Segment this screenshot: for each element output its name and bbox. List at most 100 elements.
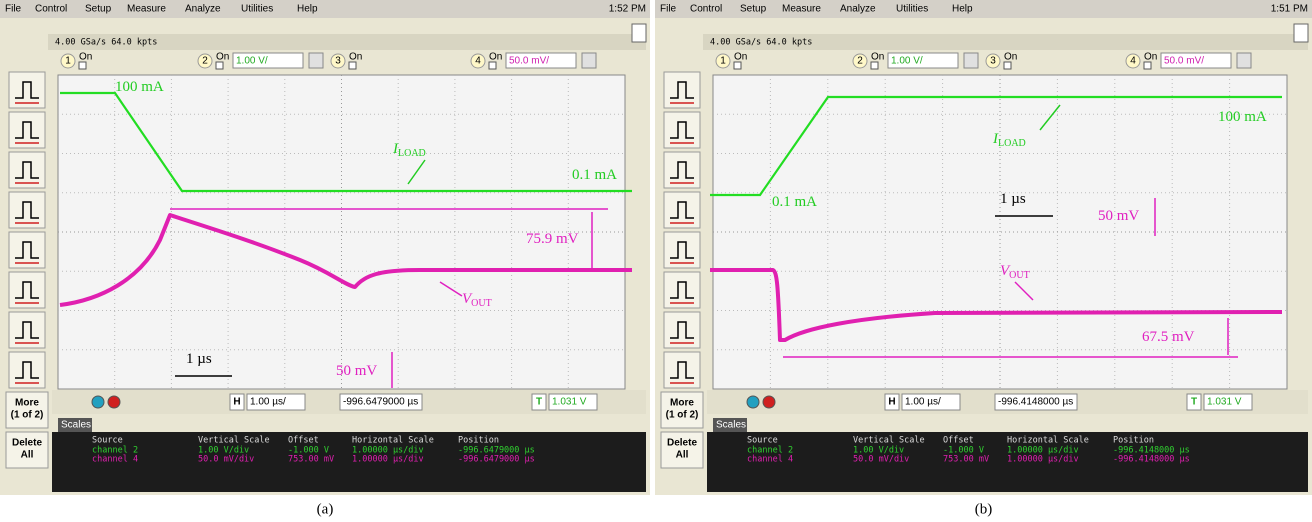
annotation: 67.5 mV (1142, 329, 1195, 345)
annotation-text: 100 mA (1218, 109, 1267, 125)
annotation-text: 0.1 mA (572, 167, 617, 183)
scales-cell: 753.00 mV (288, 455, 334, 465)
annotation-subscript: LOAD (998, 138, 1026, 149)
position: -996.6479000 µs (343, 397, 418, 408)
minimize-button[interactable] (632, 24, 646, 42)
menu-item[interactable]: Utilities (241, 4, 273, 15)
annotation-subscript: OUT (1009, 270, 1030, 281)
scales-header: Position (1113, 436, 1154, 446)
channel-number: 2 (857, 56, 863, 67)
channel-checkbox[interactable] (871, 62, 878, 69)
side-button-label: All (676, 450, 689, 461)
menu-item[interactable]: Measure (127, 4, 166, 15)
scales-header: Position (458, 436, 499, 446)
trigger-level: 1.031 V (1207, 397, 1242, 408)
coupling-button[interactable] (582, 53, 596, 68)
scales-cell: -996.4148000 µs (1113, 455, 1190, 465)
channel-scale: 1.00 V/ (236, 56, 268, 67)
side-button-label: Delete (667, 438, 697, 449)
side-button-label: More (15, 398, 39, 409)
run-button[interactable] (763, 396, 775, 408)
channel-checkbox[interactable] (1004, 62, 1011, 69)
annotation: 0.1 mA (772, 194, 817, 210)
minimize-button[interactable] (1294, 24, 1308, 42)
channel-state: On (489, 52, 502, 63)
scales-table (52, 432, 646, 492)
channel-scale: 50.0 mV/ (1164, 56, 1204, 67)
trigger-level: 1.031 V (552, 397, 587, 408)
channel-state: On (216, 52, 229, 63)
side-button-label: (1 of 2) (666, 410, 699, 421)
channel-state: On (79, 52, 92, 63)
annotation: 0.1 mA (572, 167, 617, 183)
menu-item[interactable]: Measure (782, 4, 821, 15)
annotation-subscript: OUT (471, 298, 492, 309)
channel-checkbox[interactable] (1144, 62, 1151, 69)
clock: 1:52 PM (609, 4, 646, 15)
scales-header: Vertical Scale (198, 436, 270, 446)
annotation: 100 mA (1218, 109, 1267, 125)
menu-item[interactable]: Setup (740, 4, 767, 15)
h-label: H (888, 397, 895, 408)
menu-item[interactable]: Help (952, 4, 973, 15)
menu-item[interactable]: Control (35, 4, 67, 15)
menu-item[interactable]: File (660, 4, 677, 15)
menu-item[interactable]: Setup (85, 4, 112, 15)
annotation: 50 mV (1098, 208, 1139, 224)
channel-state: On (1144, 52, 1157, 63)
annotation: 75.9 mV (526, 231, 579, 247)
trigger-label: T (1191, 397, 1197, 408)
annotation-text: 75.9 mV (526, 231, 579, 247)
scales-cell: -996.6479000 µs (458, 455, 535, 465)
acquisition: 4.00 GSa/s 64.0 kpts (55, 38, 157, 48)
menu-item[interactable]: Control (690, 4, 722, 15)
scales-cell: 753.00 mV (943, 455, 989, 465)
annotation-text: 50 mV (336, 363, 377, 379)
oscilloscope-window: File Control Setup Measure Analyze Utilities H… (0, 0, 650, 517)
run-button[interactable] (92, 396, 104, 408)
channel-scale: 50.0 mV/ (509, 56, 549, 67)
channel-checkbox[interactable] (734, 62, 741, 69)
channel-state: On (1004, 52, 1017, 63)
figure: File Control Setup Measure Analyze Utilities H… (0, 0, 1312, 522)
annotation-text: 50 mV (1098, 208, 1139, 224)
scales-tab-label: Scales (61, 420, 91, 431)
menu-item[interactable]: Help (297, 4, 318, 15)
scales-header: Vertical Scale (853, 436, 925, 446)
h-scale: 1.00 µs/ (250, 397, 286, 408)
channel-number: 3 (335, 56, 341, 67)
coupling-button[interactable] (964, 53, 978, 68)
channel-checkbox[interactable] (216, 62, 223, 69)
channel-checkbox[interactable] (349, 62, 356, 69)
channel-number: 2 (202, 56, 208, 67)
channel-checkbox[interactable] (489, 62, 496, 69)
channel-number: 1 (65, 56, 71, 67)
acquisition: 4.00 GSa/s 64.0 kpts (710, 38, 812, 48)
menu-item[interactable]: Utilities (896, 4, 928, 15)
run-button[interactable] (747, 396, 759, 408)
scales-cell: 1.00000 µs/div (352, 455, 424, 465)
annotation-text: 0.1 mA (772, 194, 817, 210)
run-button[interactable] (108, 396, 120, 408)
scales-header: Offset (943, 436, 974, 446)
scales-header: Horizontal Scale (352, 436, 434, 446)
side-button-label: All (21, 450, 34, 461)
channel-number: 4 (1130, 56, 1136, 67)
caption: (a) (317, 501, 334, 517)
scales-cell: channel 4 (747, 455, 793, 465)
menu-item[interactable]: Analyze (185, 4, 221, 15)
annotation: 50 mV (336, 363, 377, 379)
annotation: 1 µs (1000, 191, 1026, 207)
side-button-label: (1 of 2) (11, 410, 44, 421)
coupling-button[interactable] (1237, 53, 1251, 68)
channel-checkbox[interactable] (79, 62, 86, 69)
channel-number: 3 (990, 56, 996, 67)
coupling-button[interactable] (309, 53, 323, 68)
channel-number: 4 (475, 56, 481, 67)
menu-item[interactable]: Analyze (840, 4, 876, 15)
annotation-subscript: LOAD (398, 148, 426, 159)
menu-item[interactable]: File (5, 4, 22, 15)
scales-tab-label: Scales (716, 420, 746, 431)
scales-cell: 50.0 mV/div (198, 455, 254, 465)
trigger-label: T (536, 397, 542, 408)
